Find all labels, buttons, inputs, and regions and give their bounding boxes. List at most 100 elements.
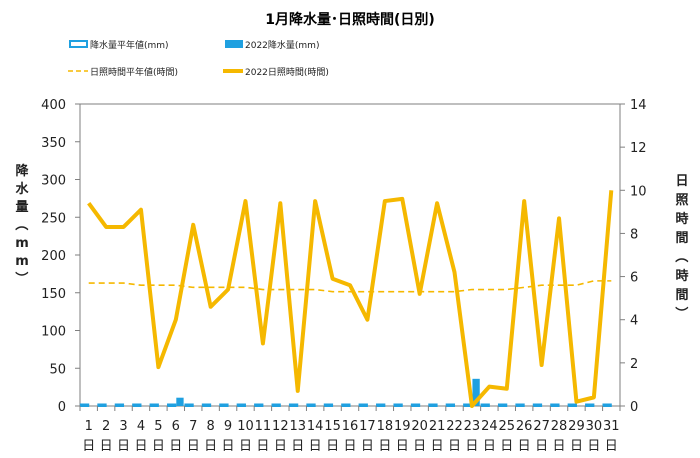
x-tick-label: 20	[411, 419, 428, 434]
right-tick-label: 12	[630, 141, 647, 156]
x-tick-suffix: 日	[535, 439, 548, 454]
bar-rain-normal	[79, 403, 90, 407]
x-tick-suffix: 日	[291, 439, 304, 454]
left-tick-label: 150	[41, 287, 66, 302]
x-tick-label: 15	[324, 419, 341, 434]
x-tick-suffix: 日	[343, 439, 356, 454]
x-tick-label: 31	[603, 419, 620, 434]
right-tick-label: 2	[630, 357, 638, 372]
legend-label: 降水量平年値(mm)	[90, 39, 169, 51]
left-tick-label: 300	[41, 174, 66, 189]
right-tick-label: 4	[630, 314, 638, 329]
left-axis-label-char: （	[13, 217, 29, 230]
x-tick-suffix: 日	[361, 439, 374, 454]
x-tick-label: 2	[102, 419, 110, 434]
left-axis-label-char: 水	[15, 181, 29, 197]
x-tick-suffix: 日	[117, 439, 130, 454]
bar-rain-normal	[497, 403, 508, 407]
bar-rain-normal	[376, 403, 386, 407]
x-tick-label: 23	[464, 419, 481, 434]
bar-rain-normal	[271, 403, 281, 407]
x-tick-label: 13	[289, 419, 306, 434]
bar-rain-normal	[97, 403, 107, 407]
right-axis-label-char: ）	[673, 306, 689, 319]
legend-label: 日照時間平年値(時間)	[90, 66, 178, 78]
chart-title: 1月降水量･日照時間(日別)	[265, 11, 435, 28]
bar-rain-normal	[428, 403, 438, 407]
bar-rain-normal	[445, 403, 456, 407]
x-tick-label: 25	[499, 419, 516, 434]
bar-rain-normal	[149, 403, 159, 407]
left-tick-label: 350	[41, 136, 66, 151]
legend-swatch	[225, 40, 243, 48]
left-tick-label: 200	[41, 249, 66, 264]
x-tick-label: 12	[272, 419, 289, 434]
x-tick-suffix: 日	[431, 439, 444, 454]
x-tick-label: 6	[172, 419, 180, 434]
line-sunshine-normal	[88, 280, 612, 293]
x-tick-suffix: 日	[326, 439, 339, 454]
x-tick-label: 22	[446, 419, 463, 434]
bar-rain-normal	[480, 403, 490, 407]
x-tick-label: 28	[551, 419, 568, 434]
x-tick-label: 27	[533, 419, 550, 434]
x-tick-suffix: 日	[239, 439, 252, 454]
left-axis-label-char: 降	[15, 163, 29, 179]
right-axis-label-char: （	[673, 249, 689, 262]
x-axis: 1日2日3日4日5日6日7日8日9日10日11日12日13日14日15日16日1…	[79, 406, 621, 454]
x-tick-suffix: 日	[553, 439, 566, 454]
x-tick-suffix: 日	[152, 439, 165, 454]
x-tick-suffix: 日	[204, 439, 217, 454]
x-tick-label: 7	[189, 419, 197, 434]
bar-rain-normal	[532, 403, 543, 407]
left-tick-label: 250	[41, 211, 66, 226]
bar-rain-normal	[219, 403, 229, 407]
bar-rain-normal	[585, 403, 595, 407]
bar-rain-normal	[132, 403, 142, 407]
x-tick-label: 21	[429, 419, 446, 434]
x-tick-label: 9	[224, 419, 232, 434]
bar-rain-normal	[323, 403, 334, 407]
x-tick-label: 17	[359, 419, 376, 434]
x-tick-label: 19	[394, 419, 411, 434]
bar-rain-2022	[472, 378, 480, 406]
x-tick-label: 16	[342, 419, 359, 434]
x-tick-label: 11	[255, 419, 272, 434]
bar-rain-normal	[393, 403, 403, 407]
legend-label: 2022日照時間(時間)	[245, 67, 329, 78]
x-tick-label: 10	[237, 419, 254, 434]
bar-rain-normal	[410, 403, 421, 407]
x-tick-suffix: 日	[570, 439, 583, 454]
bar-rain-normal	[550, 403, 560, 407]
x-tick-suffix: 日	[413, 439, 426, 454]
x-tick-suffix: 日	[169, 439, 182, 454]
right-tick-label: 14	[630, 98, 647, 113]
right-axis-label-char: 間	[675, 231, 688, 246]
x-tick-suffix: 日	[274, 439, 287, 454]
x-tick-suffix: 日	[134, 439, 147, 454]
left-axis-label-char: m	[15, 254, 29, 269]
x-tick-label: 26	[516, 419, 533, 434]
bar-rain-normal	[184, 403, 194, 407]
bar-rain-normal	[567, 403, 577, 407]
legend: 降水量平年値(mm) 2022降水量(mm) 日照時間平年値(時間) 2022日照時間…	[68, 39, 329, 78]
plot-area	[79, 103, 621, 408]
x-tick-suffix: 日	[222, 439, 235, 454]
right-axis-label-char: 日	[675, 174, 688, 189]
bar-rain-normal	[602, 403, 612, 407]
x-tick-suffix: 日	[82, 439, 95, 454]
legend-swatch	[69, 40, 88, 48]
bar-rain-2022	[176, 397, 184, 406]
bar-rain-normal	[201, 403, 212, 407]
left-axis: 0 50 100 150 200 250 300 350 400	[41, 98, 80, 415]
x-tick-label: 4	[137, 419, 145, 434]
x-tick-label: 5	[154, 419, 162, 434]
x-tick-suffix: 日	[587, 439, 600, 454]
x-tick-label: 14	[307, 419, 324, 434]
x-tick-label: 24	[481, 419, 498, 434]
left-tick-label: 100	[41, 325, 66, 340]
x-tick-suffix: 日	[100, 439, 113, 454]
right-tick-label: 0	[630, 400, 638, 415]
line-sunshine-2022	[87, 190, 614, 408]
